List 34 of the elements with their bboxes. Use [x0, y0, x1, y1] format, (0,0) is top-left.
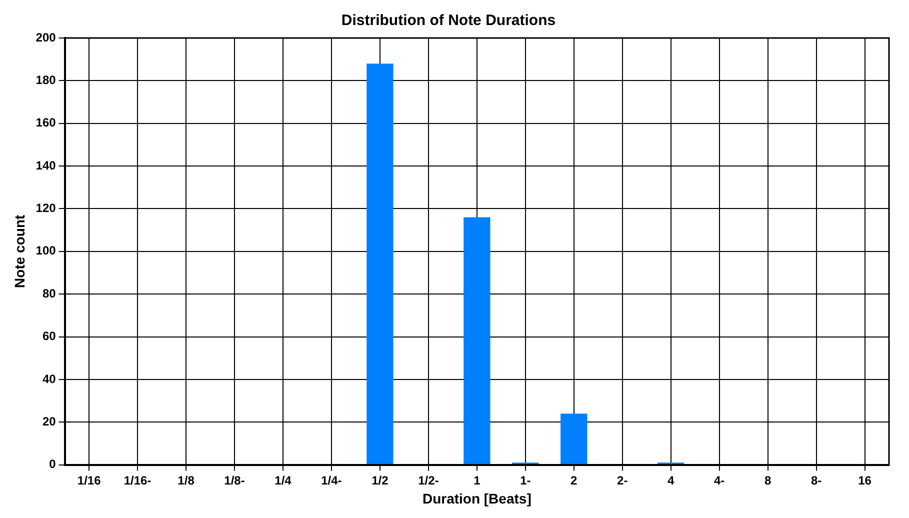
- y-tick-label: 60: [42, 329, 56, 344]
- x-tick-label: 4: [667, 473, 674, 488]
- x-tick-label: 1-: [520, 473, 531, 488]
- x-tick-label: 1/4: [274, 473, 292, 488]
- x-tick-label: 16: [858, 473, 872, 488]
- y-tick-label: 140: [36, 158, 56, 172]
- x-tick-label: 1/2: [372, 473, 389, 488]
- x-tick-label: 1/2-: [418, 473, 439, 488]
- x-tick-label: 1/8: [178, 473, 195, 488]
- x-tick-label: 2-: [617, 473, 628, 488]
- x-tick-label: 1/16-: [124, 473, 152, 488]
- y-tick-label: 100: [36, 244, 56, 258]
- y-tick-label: 20: [42, 414, 56, 428]
- y-axis-title: Note count: [11, 214, 28, 288]
- y-tick-label: 200: [36, 30, 56, 44]
- x-tick-label: 2: [570, 473, 578, 488]
- x-tick-label: 1/4-: [321, 473, 342, 488]
- y-tick-label: 120: [36, 201, 56, 216]
- bar: [366, 64, 394, 464]
- y-tick-label: 0: [49, 457, 56, 472]
- y-tick-label: 180: [36, 72, 56, 87]
- x-tick-label: 8: [764, 473, 772, 488]
- x-tick-label: 1: [474, 473, 481, 488]
- bar: [464, 217, 490, 464]
- y-tick-label: 40: [42, 372, 56, 386]
- y-tick-label: 160: [36, 116, 56, 130]
- chart-title: Distribution of Note Durations: [341, 12, 556, 30]
- x-tick-label: 8-: [810, 473, 822, 488]
- x-tick-label: 1/16: [77, 473, 102, 488]
- x-tick-label: 4-: [714, 473, 725, 488]
- x-tick-label: 1/8-: [224, 473, 245, 488]
- y-tick-label: 80: [42, 286, 56, 300]
- bar: [560, 414, 588, 464]
- x-axis-title: Duration [Beats]: [422, 490, 532, 506]
